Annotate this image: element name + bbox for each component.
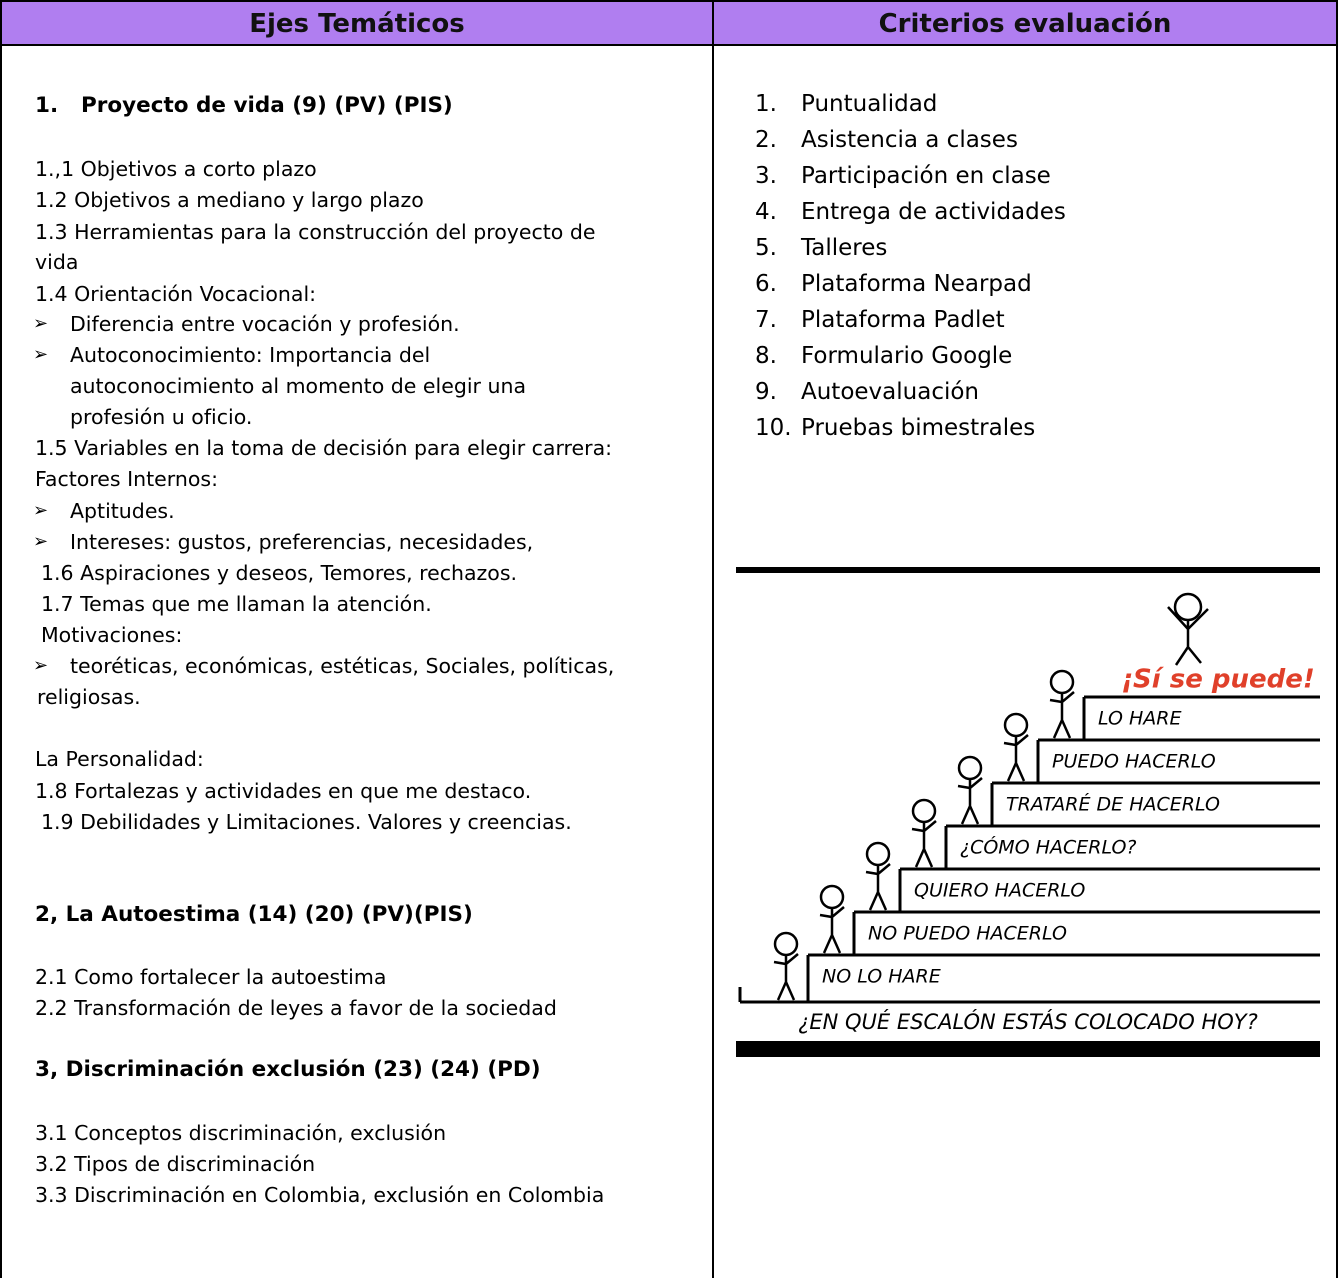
figure-body xyxy=(865,863,891,911)
item-text: Asistencia a clases xyxy=(801,127,1018,153)
bullet-line: Diferencia entre vocación y profesión. xyxy=(33,310,460,338)
topic-line: 1.2 Objetivos a mediano y largo plazo xyxy=(35,188,424,212)
item-number: 4. xyxy=(755,199,777,225)
item-number: 3. xyxy=(755,163,777,189)
step-label: NO LO HARE xyxy=(822,966,941,988)
criteria-item: 1. Puntualidad xyxy=(755,88,937,120)
criteria-item: 5. Talleres xyxy=(755,232,887,264)
topic-line: profesión u oficio. xyxy=(70,405,253,429)
step-label: TRATARÉ DE HACERLO xyxy=(1006,793,1220,816)
topic-line: 3.1 Conceptos discriminación, exclusión xyxy=(35,1121,447,1145)
topic-line: 2.1 Como fortalecer la autoestima xyxy=(35,965,387,989)
figure-body xyxy=(1003,734,1029,782)
image-bg xyxy=(736,567,1320,1057)
header-cell: Criterios evaluación xyxy=(712,0,1338,46)
criteria-item: 4. Entrega de actividades xyxy=(755,196,1066,228)
item-text: Pruebas bimestrales xyxy=(801,415,1036,441)
item-number: 8. xyxy=(755,343,777,369)
topic-line: Motivaciones: xyxy=(41,623,183,647)
bullet-line: Aptitudes. xyxy=(33,497,174,525)
heading: 1. Proyecto de vida (9) (PV) (PIS) xyxy=(35,92,453,120)
step-label: LO HARE xyxy=(1098,708,1182,730)
heading-text: Proyecto de vida (9) (PV) (PIS) xyxy=(81,93,453,118)
figure-head xyxy=(865,841,891,867)
bullet-line: Autoconocimiento: Importancia del xyxy=(33,341,430,369)
topic-line: vida xyxy=(35,250,79,274)
topic-line: 1.5 Variables en la toma de decisión par… xyxy=(35,436,613,460)
criteria-item: 2. Asistencia a clases xyxy=(755,124,1018,156)
figure-head xyxy=(1049,669,1075,695)
item-text: Participación en clase xyxy=(801,163,1051,189)
topic-line: Factores Internos: xyxy=(35,467,218,491)
criteria-item: 10. Pruebas bimestrales xyxy=(755,412,1035,444)
item-number: 1. xyxy=(755,91,777,117)
header-cell: Ejes Temáticos xyxy=(0,0,714,46)
heading: 3, Discriminación exclusión (23) (24) (P… xyxy=(35,1057,541,1082)
item-number: 7. xyxy=(755,307,777,333)
item-number: 5. xyxy=(755,235,777,261)
figure-body xyxy=(1167,606,1209,666)
figure-head xyxy=(1173,592,1203,622)
topic-line: 1.8 Fortalezas y actividades en que me d… xyxy=(35,779,532,803)
step-label: PUEDO HACERLO xyxy=(1052,751,1216,773)
topic-line: 3.3 Discriminación en Colombia, exclusió… xyxy=(35,1183,605,1207)
figure-head xyxy=(773,931,799,957)
topic-line: 1.7 Temas que me llaman la atención. xyxy=(41,592,432,616)
step-label: NO PUEDO HACERLO xyxy=(868,923,1067,945)
item-number: 9. xyxy=(755,379,777,405)
topic-line: 1.6 Aspiraciones y deseos, Temores, rech… xyxy=(41,561,518,585)
topic-line: 3.2 Tipos de discriminación xyxy=(35,1152,316,1176)
border xyxy=(1336,0,1338,1278)
item-number: 2. xyxy=(755,127,777,153)
criteria-item: 9. Autoevaluación xyxy=(755,376,979,408)
item-text: Formulario Google xyxy=(801,343,1013,369)
item-number: 6. xyxy=(755,271,777,297)
item-text: Plataforma Padlet xyxy=(801,307,1005,333)
border xyxy=(0,0,2,1278)
criteria-item: 6. Plataforma Nearpad xyxy=(755,268,1032,300)
figure-head xyxy=(957,755,983,781)
criteria-item: 7. Plataforma Padlet xyxy=(755,304,1005,336)
step-label: ¿CÓMO HACERLO? xyxy=(960,835,1137,859)
item-text: Talleres xyxy=(801,235,888,261)
bullet-line: teoréticas, económicas, estéticas, Socia… xyxy=(33,652,614,680)
figure-body xyxy=(819,906,845,954)
item-text: Plataforma Nearpad xyxy=(801,271,1032,297)
step-label: QUIERO HACERLO xyxy=(914,880,1085,902)
topic-line: La Personalidad: xyxy=(35,747,204,771)
heading: 2, La Autoestima (14) (20) (PV)(PIS) xyxy=(35,902,473,927)
topic-line: 1.4 Orientación Vocacional: xyxy=(35,282,317,306)
figure-head xyxy=(819,884,845,910)
topic-line: autoconocimiento al momento de elegir un… xyxy=(70,374,527,398)
border xyxy=(712,0,714,1278)
topic-line: 1.9 Debilidades y Limitaciones. Valores … xyxy=(41,810,572,834)
figure-body xyxy=(1049,691,1075,739)
figure-head xyxy=(1003,712,1029,738)
figure-body xyxy=(911,820,937,868)
item-text: Puntualidad xyxy=(801,91,938,117)
topic-line: 2.2 Transformación de leyes a favor de l… xyxy=(35,996,557,1020)
image-border xyxy=(736,1041,1320,1057)
figure-body xyxy=(957,777,983,825)
item-text: Entrega de actividades xyxy=(801,199,1066,225)
image-border xyxy=(736,567,1320,573)
topic-line: religiosas. xyxy=(37,685,141,709)
staircase-image: ¡Sí se puede! ¿EN QUÉ ESCALÓN ESTÁS COLO… xyxy=(736,567,1320,1057)
topic-line: 1.,1 Objetivos a corto plazo xyxy=(35,157,317,181)
heading-number: 1. xyxy=(35,93,59,118)
caption: ¿EN QUÉ ESCALÓN ESTÁS COLOCADO HOY? xyxy=(798,1009,1258,1034)
slogan: ¡Sí se puede! xyxy=(1121,665,1315,695)
topic-line: 1.3 Herramientas para la construcción de… xyxy=(35,220,596,244)
bullet-line: Intereses: gustos, preferencias, necesid… xyxy=(33,528,533,556)
item-number: 10. xyxy=(755,415,792,441)
criteria-item: 3. Participación en clase xyxy=(755,160,1051,192)
criteria-item: 8. Formulario Google xyxy=(755,340,1012,372)
figure-head xyxy=(911,798,937,824)
item-text: Autoevaluación xyxy=(801,379,980,405)
figure-body xyxy=(773,953,799,1001)
